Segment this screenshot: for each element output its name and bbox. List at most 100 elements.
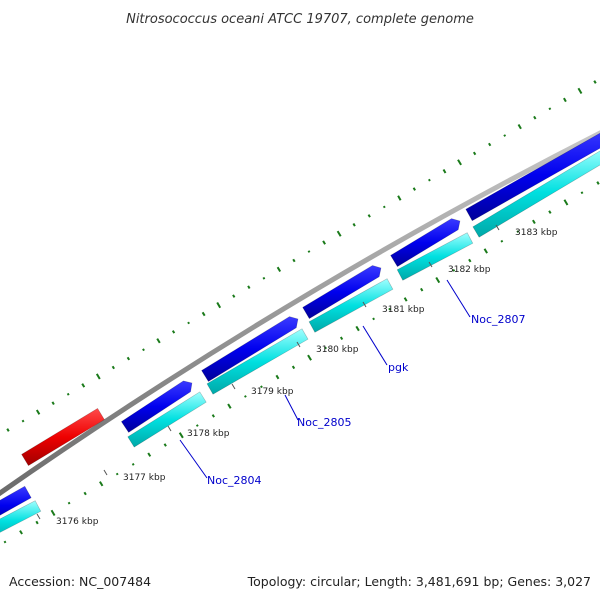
scale-label-3181: 3181 kbp — [382, 305, 425, 315]
gc-dash-inner-30 — [483, 248, 488, 254]
gene-label-pgk[interactable]: pgk — [388, 361, 409, 374]
gc-dash-outer-29 — [442, 169, 447, 174]
leader-pgk — [362, 325, 388, 366]
gc-dash-outer-21 — [322, 240, 326, 245]
gc-dash-outer-7 — [111, 365, 115, 370]
gc-dash-outer-6 — [95, 373, 101, 380]
gc-dash-inner-16 — [260, 385, 263, 389]
scale-label-3183: 3183 kbp — [515, 228, 558, 238]
genome-backbone — [0, 130, 600, 497]
cds-reverse-1 — [21, 407, 105, 467]
scale-label-3180: 3180 kbp — [316, 345, 359, 355]
scale-labels: 3176 kbp 3177 kbp 3178 kbp 3179 kbp 3180… — [56, 228, 558, 527]
gc-dash-inner-5 — [83, 491, 87, 496]
scale-tick-6 — [428, 261, 433, 268]
scale-label-3177: 3177 kbp — [123, 473, 166, 483]
gc-dash-inner-11 — [178, 432, 184, 439]
gc-dash-outer-13 — [201, 311, 206, 317]
gene-band-3 — [206, 328, 309, 395]
gc-dash-inner-17 — [275, 374, 280, 380]
gc-dash-outer-1 — [21, 419, 25, 423]
gc-dash-inner-25 — [403, 297, 408, 302]
gc-dash-inner-37 — [596, 181, 600, 185]
gene-label-noc-2807[interactable]: Noc_2807 — [471, 313, 526, 326]
gc-dash-inner-13 — [211, 414, 215, 418]
gc-dash-outer-14 — [216, 302, 222, 309]
leader-noc-2805 — [284, 394, 299, 421]
gc-dash-outer-16 — [247, 285, 251, 289]
gc-dash-outer-27 — [412, 187, 416, 191]
scale-label-3179: 3179 kbp — [251, 387, 294, 397]
gc-dash-inner-8 — [131, 462, 135, 466]
leader-noc-2804 — [179, 439, 208, 479]
gc-dash-inner-0 — [3, 540, 7, 544]
cds-forward-3 — [201, 316, 299, 382]
gene-band-4 — [308, 278, 394, 333]
leader-noc-2807 — [446, 279, 471, 318]
gc-dash-outer-39 — [593, 80, 597, 84]
gc-dash-outer-31 — [472, 151, 477, 156]
scale-label-3178: 3178 kbp — [187, 429, 230, 439]
gene-label-noc-2805[interactable]: Noc_2805 — [297, 416, 352, 429]
gc-dash-outer-2 — [35, 409, 41, 415]
gc-dash-inner-7 — [115, 472, 119, 476]
scale-tick-5 — [362, 301, 367, 308]
gc-dash-outer-32 — [488, 142, 492, 147]
gc-dash-inner-27 — [435, 276, 441, 284]
gc-dash-inner-18 — [291, 365, 296, 370]
gc-dash-inner-26 — [420, 287, 424, 292]
gc-dash-inner-28 — [452, 268, 456, 272]
cds-forward-track — [0, 132, 600, 516]
scale-ticks — [36, 224, 500, 520]
gc-dash-outer-23 — [352, 223, 356, 227]
gc-dash-inner-20 — [324, 346, 327, 350]
gc-dash-outer-28 — [428, 178, 431, 182]
gc-dash-outer-18 — [276, 266, 282, 273]
gc-dash-outer-17 — [262, 276, 266, 280]
gc-dash-outer-9 — [142, 348, 145, 352]
gc-dash-inner-15 — [244, 395, 247, 398]
gc-dash-outer-0 — [6, 428, 10, 432]
scale-tick-3 — [231, 383, 236, 390]
gc-dash-outer-3 — [51, 401, 55, 405]
gc-dash-outer-20 — [307, 250, 311, 253]
cds-reverse-track — [21, 407, 105, 467]
gc-dash-inner-21 — [339, 336, 344, 341]
gc-dash-outer-37 — [563, 97, 567, 103]
gc-dash-outer-19 — [292, 258, 296, 263]
scale-tick-7 — [495, 224, 500, 231]
cds-forward-6 — [465, 132, 600, 222]
gc-skew-track-inner — [3, 181, 600, 544]
scale-tick-1 — [103, 469, 108, 476]
gc-dash-inner-4 — [67, 501, 71, 505]
gc-dash-outer-15 — [232, 294, 236, 298]
scale-label-3182: 3182 kbp — [448, 265, 491, 275]
gc-dash-outer-4 — [66, 392, 70, 396]
gc-dash-inner-32 — [516, 230, 520, 233]
gc-dash-outer-30 — [457, 159, 462, 166]
gc-dash-inner-19 — [307, 354, 312, 361]
gc-dash-inner-2 — [35, 520, 39, 525]
gc-dash-outer-26 — [397, 195, 402, 201]
gc-dash-inner-22 — [355, 325, 360, 332]
gc-dash-inner-3 — [50, 509, 56, 517]
gc-dash-outer-5 — [81, 383, 86, 388]
accession-text: Accession: NC_007484 — [9, 574, 151, 589]
gc-dash-inner-10 — [163, 443, 167, 447]
gc-dash-inner-9 — [147, 452, 152, 457]
gene-label-noc-2804[interactable]: Noc_2804 — [207, 474, 262, 487]
scale-tick-4 — [296, 341, 301, 348]
cds-forward-1 — [0, 485, 32, 516]
gc-dash-inner-24 — [388, 307, 392, 311]
gc-skew-track-outer — [6, 80, 597, 432]
gc-dash-outer-25 — [382, 205, 386, 209]
gc-dash-inner-34 — [548, 210, 552, 214]
gc-dash-outer-34 — [517, 123, 522, 130]
gc-dash-outer-33 — [503, 134, 507, 137]
gc-dash-inner-36 — [580, 191, 584, 195]
gene-band-2 — [127, 391, 207, 448]
gc-dash-outer-36 — [548, 107, 552, 111]
gc-dash-inner-1 — [19, 530, 23, 535]
gene-band-1 — [0, 500, 42, 533]
